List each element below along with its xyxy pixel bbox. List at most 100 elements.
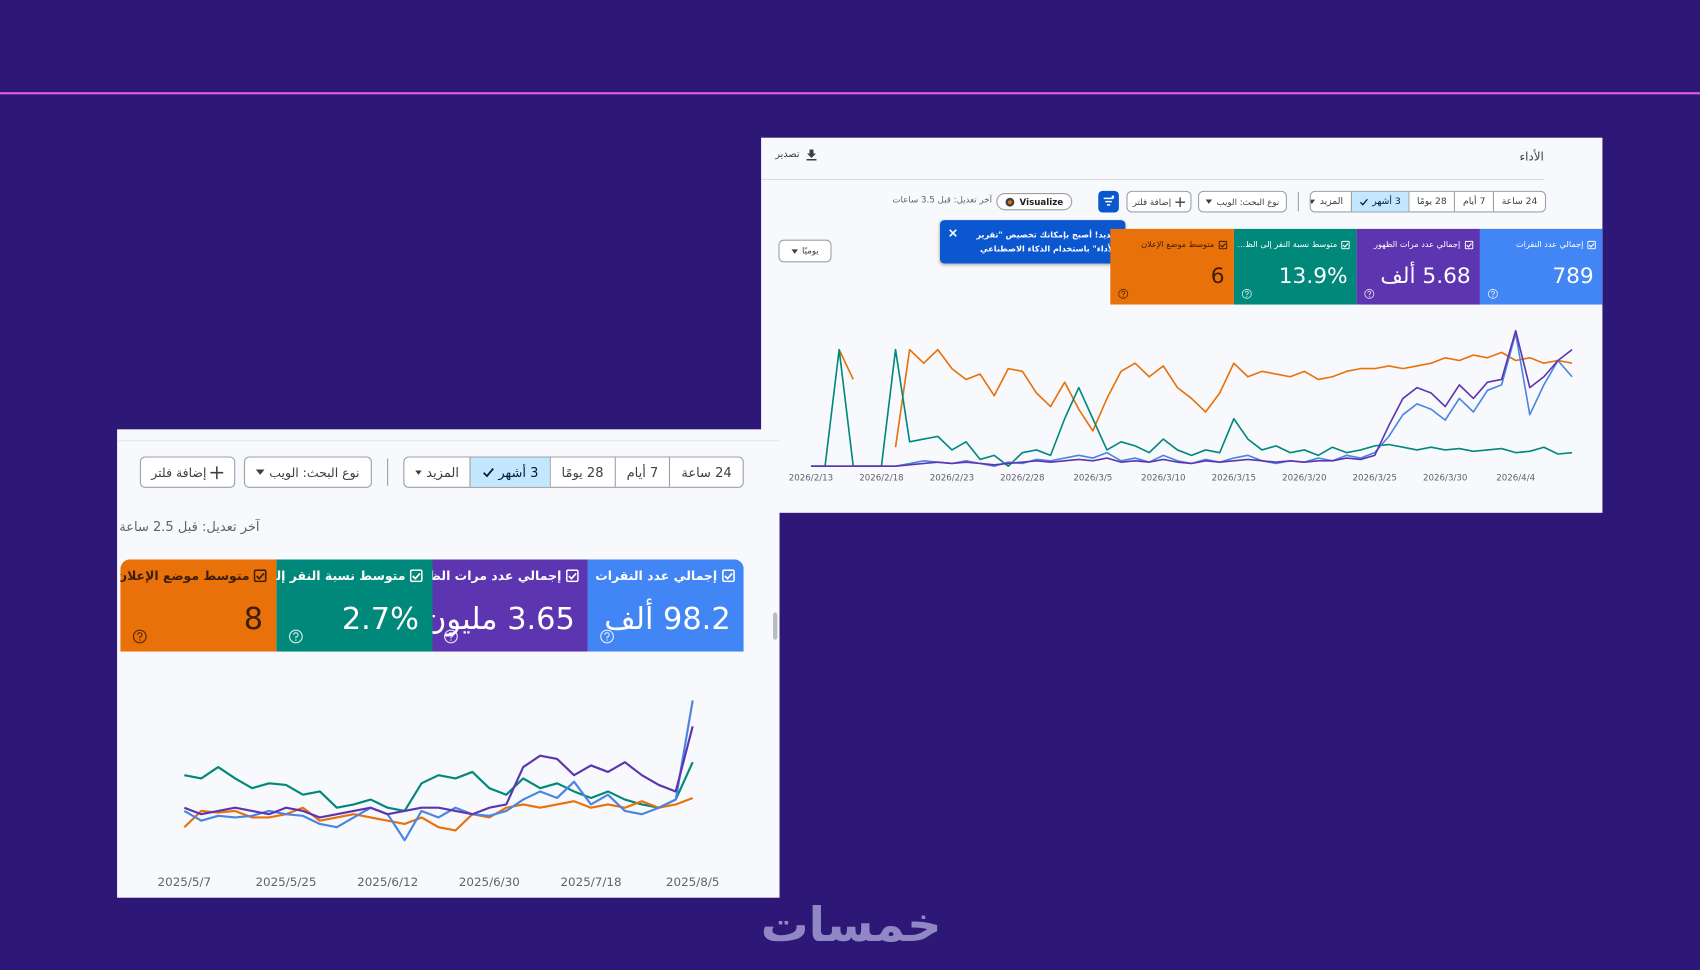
check	[1359, 198, 1368, 206]
checkbox-box	[1464, 240, 1474, 249]
series-line	[810, 348, 1573, 468]
export-label: تصدير	[775, 149, 800, 160]
checkbox-tick	[1466, 242, 1472, 248]
filter-button[interactable]: المزيد	[1310, 192, 1351, 212]
metric-header: متوسط نسبة النقر إلى الظ...	[1238, 240, 1351, 249]
checkbox[interactable]	[1218, 240, 1228, 249]
series-line	[183, 700, 694, 842]
series-line	[183, 796, 694, 832]
checkbox[interactable]	[1587, 240, 1597, 249]
metric-label: إجمالي عدد مرات الظ...	[413, 568, 562, 584]
x-tick-label: 2025/8/5	[666, 875, 719, 889]
filter-label: 28 يومًا	[1416, 196, 1447, 208]
filter-label: المزيد	[426, 464, 459, 480]
help-circle	[600, 629, 615, 644]
search-type-dropdown[interactable]: نوع البحث: الويب	[243, 456, 372, 488]
ai-customize-button[interactable]	[1098, 190, 1119, 213]
date-filters: 24 ساعة 7 أيام 28 يومًا 3 أشهر المزيد	[1309, 190, 1547, 213]
ai-icon	[1103, 195, 1115, 206]
caret	[256, 469, 265, 475]
filter-button[interactable]: 3 أشهر	[1350, 191, 1409, 212]
metric-value: 13.9%	[1278, 262, 1348, 289]
metric-label: إجمالي عدد مرات الظهور	[1374, 239, 1461, 250]
help-icon[interactable]	[288, 629, 303, 644]
metric-card[interactable]: إجمالي عدد النقرات 98.2 ألف	[587, 559, 744, 652]
checkbox-tick	[724, 572, 733, 580]
help-mark	[604, 631, 610, 638]
granularity: يوميًا	[802, 246, 819, 256]
last-update: آخر تعديل: قبل 3.5 ساعات	[892, 195, 993, 205]
filter-button[interactable]: المزيد	[404, 458, 470, 487]
resize-handle[interactable]	[773, 612, 778, 640]
metric-card[interactable]: متوسط نسبة النقر إلى ... 2.7%	[245, 559, 433, 652]
add-filter-button[interactable]: إضافة فلتر	[139, 456, 236, 488]
tooltip-line: جديد! أصبح بإمكانك تخصيص "تقرير	[976, 229, 1117, 240]
filter-button[interactable]: 24 ساعة	[1493, 191, 1545, 212]
filter-label: المزيد	[1319, 196, 1344, 208]
help-mark	[1244, 290, 1249, 296]
filter-button[interactable]: 28 يومًا	[1408, 191, 1454, 212]
x-tick-label: 2026/3/20	[1282, 473, 1326, 483]
checkbox[interactable]	[1341, 240, 1351, 249]
help-icon[interactable]	[1118, 289, 1129, 300]
metric-label: إجمالي عدد النقرات	[1516, 239, 1584, 250]
chart: 2025/5/7 2025/5/25 2025/6/12 2025/6/30 2025/…	[158, 700, 719, 889]
checkbox[interactable]	[1464, 240, 1474, 249]
search-type-dropdown[interactable]: نوع البحث: الويب	[1198, 190, 1287, 213]
filter-button[interactable]: 7 أيام	[614, 457, 669, 487]
help-circle	[288, 629, 303, 644]
checkbox-box	[1341, 240, 1351, 249]
help-icon[interactable]	[600, 629, 615, 644]
checkbox[interactable]	[721, 569, 735, 583]
add-filter-button[interactable]: إضافة فلتر	[1126, 190, 1192, 213]
granularity-dropdown[interactable]: يوميًا	[778, 239, 832, 263]
visualize-button[interactable]: Visualize	[996, 192, 1073, 211]
metric-card[interactable]: متوسط نسبة النقر إلى الظ... 13.9%	[1233, 228, 1357, 305]
help-icon[interactable]	[1487, 289, 1498, 300]
metric-value: 789	[1552, 262, 1594, 289]
help-icon[interactable]	[132, 629, 147, 644]
checkbox[interactable]	[565, 569, 579, 583]
metric-header: إجمالي عدد مرات الظهور	[1374, 239, 1474, 250]
help-dot	[294, 638, 297, 641]
metric-card[interactable]: إجمالي عدد مرات الظهور 5.68 ألف	[1356, 228, 1480, 305]
x-tick-label: 2026/3/10	[1141, 473, 1185, 483]
export-button[interactable]: تصدير	[775, 149, 817, 161]
metric-value: 5.68 ألف	[1380, 262, 1471, 289]
plus-icon	[1175, 196, 1186, 207]
x-tick-label: 2025/7/18	[560, 875, 621, 889]
x-tick-label: 2026/3/25	[1353, 473, 1397, 483]
chart: 2026/2/13 2026/2/18 2026/2/23 2026/2/28 2026…	[789, 329, 1573, 483]
checkbox-tick	[568, 572, 577, 580]
close-icon[interactable]	[949, 229, 958, 238]
separator	[1297, 191, 1299, 212]
metric-card[interactable]: متوسط موضع الإعلان 8	[120, 559, 277, 652]
performance-panel: 2025/5/7 2025/5/25 2025/6/12 2025/6/30 2025/…	[117, 429, 780, 898]
help-circle	[444, 629, 459, 644]
metric-header: إجمالي عدد النقرات	[1516, 239, 1597, 250]
caret	[415, 469, 422, 475]
filter-button[interactable]: 3 أشهر	[469, 457, 550, 487]
metric-card[interactable]: إجمالي عدد النقرات 789	[1479, 228, 1603, 305]
checkbox[interactable]	[410, 569, 423, 583]
help-icon[interactable]	[1241, 289, 1252, 300]
filter-label: 7 أيام	[626, 464, 659, 480]
filter-button[interactable]: 24 ساعة	[669, 457, 742, 487]
checkbox[interactable]	[254, 569, 267, 583]
filter-button[interactable]: 28 يومًا	[549, 457, 614, 487]
metric-value: 2.7%	[341, 600, 420, 637]
metric-card[interactable]: إجمالي عدد مرات الظ... 3.65 مليون	[414, 559, 588, 652]
accent-line	[0, 92, 1700, 95]
metric-label: متوسط موضع الإعلان	[120, 568, 250, 584]
filter-button[interactable]: 7 أيام	[1454, 191, 1493, 212]
tooltip: جديد! أصبح بإمكانك تخصيص "تقرير الأداء" …	[939, 220, 1126, 264]
metric-card[interactable]: متوسط موضع الإعلان 6	[1110, 228, 1234, 305]
help-icon[interactable]	[1364, 289, 1375, 300]
visualize-icon	[1005, 197, 1015, 207]
date-filters: 24 ساعة 7 أيام 28 يومًا 3 أشهر المزيد	[403, 456, 744, 488]
series-line	[184, 761, 694, 813]
series-line	[183, 726, 694, 819]
help-icon[interactable]	[444, 629, 459, 644]
help-circle	[1364, 289, 1375, 299]
checkbox-tick	[1220, 242, 1226, 248]
